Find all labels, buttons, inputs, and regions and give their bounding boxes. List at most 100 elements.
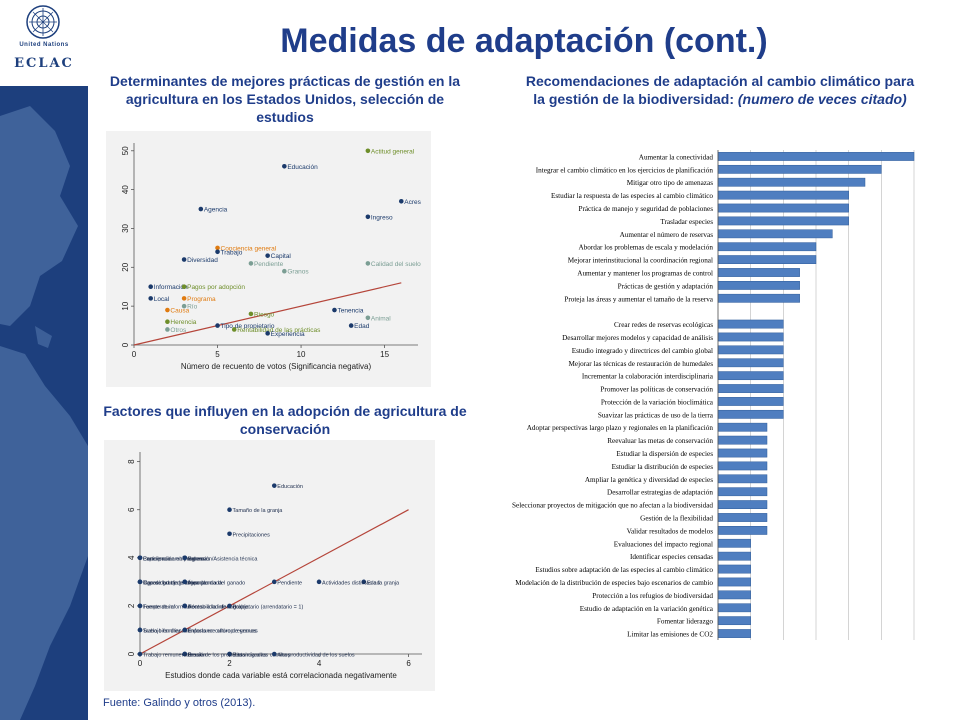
data-point — [348, 323, 354, 328]
source-note: Fuente: Galindo y otros (2013). — [103, 697, 256, 709]
y-tick-label: 0 — [121, 342, 130, 347]
data-point — [282, 164, 287, 169]
bar — [717, 319, 784, 329]
bar-category-label: Prácticas de gestión y adaptación — [618, 282, 714, 290]
subtitle-biodiversity-note: (numero de veces citado) — [737, 91, 907, 107]
un-emblem-icon — [26, 5, 60, 39]
data-point-label: Actitud general — [371, 148, 415, 155]
subtitle-best-practices: Determinantes de mejores prácticas de ge… — [109, 73, 461, 125]
data-point-label: Causa — [170, 308, 189, 315]
bar-category-label: Reevaluar las metas de conservación — [607, 437, 713, 445]
data-point-label: Granos — [287, 269, 309, 276]
data-point — [215, 249, 220, 255]
data-point — [265, 331, 270, 336]
data-point-label: Actividades distintas a la granja — [322, 580, 400, 586]
bar-category-label: Aumentar el número de reservas — [620, 231, 714, 239]
data-point — [365, 261, 371, 266]
bar-category-label: Mejorar las técnicas de restauración de … — [569, 360, 714, 368]
bar — [717, 397, 784, 406]
bar-category-label: Estudios sobre adaptación de las especie… — [535, 566, 713, 574]
data-point — [282, 268, 287, 274]
data-point-label: Precipitaciones — [233, 532, 271, 538]
data-point-label: Extensión/Asistencia técnica — [188, 556, 259, 562]
data-point-label: Has. irrigadas — [233, 653, 267, 659]
data-point — [227, 651, 232, 657]
bar-category-label: Proteja las áreas y aumentar el tamaño d… — [564, 295, 713, 303]
bar — [717, 422, 768, 432]
bar-category-label: Aumentar la conectividad — [639, 153, 714, 161]
data-point-label: Edad — [367, 580, 380, 586]
data-point — [137, 579, 143, 585]
data-point-label: Trabajo familiar — [143, 628, 181, 634]
data-point — [361, 579, 367, 585]
bar-category-label: Crear redes de reservas ecológicas — [614, 321, 713, 329]
bar — [717, 371, 784, 381]
bar — [717, 603, 751, 613]
x-tick-label: 15 — [380, 350, 389, 359]
data-point — [316, 579, 322, 585]
bar-category-label: Evaluaciones del impacto regional — [614, 540, 713, 548]
bar-category-label: Integrar el cambio climático en los ejer… — [536, 166, 714, 174]
bar-category-label: Seleccionar proyectos de mitigación que … — [512, 502, 713, 510]
data-point — [181, 284, 187, 290]
data-point-label: Deuda — [188, 653, 205, 659]
subtitle-conservation-adoption: Factores que influyen en la adopción de … — [103, 403, 467, 437]
bar — [717, 590, 751, 600]
data-point-label: Pendiente — [254, 261, 284, 268]
y-tick-label: 30 — [121, 223, 130, 232]
sidebar: United Nations ECLAC — [0, 0, 88, 720]
x-tick-label: 2 — [227, 659, 232, 668]
bar — [717, 513, 768, 522]
data-point-label: Pagos por adopción — [187, 284, 245, 291]
data-point-label: Educación — [287, 164, 318, 171]
data-point — [365, 214, 371, 220]
y-tick-label: 50 — [121, 146, 130, 155]
data-point-label: Programa — [187, 296, 216, 303]
data-point-label: Erosión — [188, 653, 207, 659]
eclac-text: ECLAC — [14, 56, 74, 71]
data-point-label: Herencia — [170, 319, 196, 326]
bar-category-label: Práctica de manejo y seguridad de poblac… — [578, 205, 713, 213]
bar-category-label: Estudiar la respuesta de las especies al… — [551, 192, 713, 200]
data-point — [365, 315, 371, 321]
bar — [717, 216, 849, 226]
bar-category-label: Trasladar especies — [660, 218, 713, 226]
bar-category-label: Modelación de la distribución de especie… — [515, 579, 713, 587]
bar-category-label: Aumentar y mantener los programas de con… — [577, 270, 713, 278]
data-point-label: Pendiente — [277, 580, 302, 586]
bar — [717, 448, 768, 458]
bar-category-label: Mitigar otro tipo de amenazas — [627, 179, 713, 187]
bar — [717, 526, 768, 535]
data-point-label: Importance of crop revenues — [188, 628, 258, 634]
data-point-label: Suelo bien drenado — [143, 628, 191, 634]
bar-category-label: Fomentar liderazgo — [657, 618, 713, 626]
data-point — [231, 327, 237, 332]
data-point-label: Río — [187, 304, 198, 311]
americas-map-icon — [0, 106, 88, 720]
bar-category-label: Incrementar la colaboración interdiscipl… — [582, 373, 714, 381]
data-point — [227, 531, 232, 537]
subtitle-biodiversity: Recomendaciones de adaptación al cambio … — [520, 72, 920, 108]
page-title: Medidas de adaptación (cont.) — [280, 22, 768, 60]
data-point-label: Acres — [404, 199, 421, 206]
bar-category-label: Ampliar la genética y diversidad de espe… — [585, 476, 713, 484]
bar — [717, 164, 882, 174]
scatter-chart-best-practices: 0 5 10 15 0 10 20 30 40 50 Actitud general Educació… — [121, 143, 422, 371]
bar — [717, 190, 849, 200]
bar-category-label: Limitar las emisiones de CO2 — [627, 631, 713, 639]
bar-category-label: Protección de la variación bioclimática — [601, 398, 714, 406]
data-point — [181, 296, 187, 301]
data-point-label: Temperatura — [143, 604, 175, 610]
data-point — [137, 603, 143, 609]
y-tick-label: 0 — [127, 651, 136, 656]
data-point — [198, 206, 204, 212]
bar-category-label: Desarrollar estrategias de adaptación — [607, 489, 713, 497]
data-point — [398, 198, 404, 204]
bar-category-label: Desarrollar mejores modelos y capacidad … — [562, 334, 713, 342]
y-tick-label: 2 — [127, 603, 136, 608]
data-point-label: Rentabilidad de la granja — [188, 604, 250, 610]
bar-category-label: Mejorar interinstitucional la coordinaci… — [568, 257, 713, 265]
data-point — [271, 651, 277, 657]
subtitle-biodiversity-text: Recomendaciones de adaptación al cambio … — [525, 73, 915, 107]
x-tick-label: 0 — [138, 659, 143, 668]
